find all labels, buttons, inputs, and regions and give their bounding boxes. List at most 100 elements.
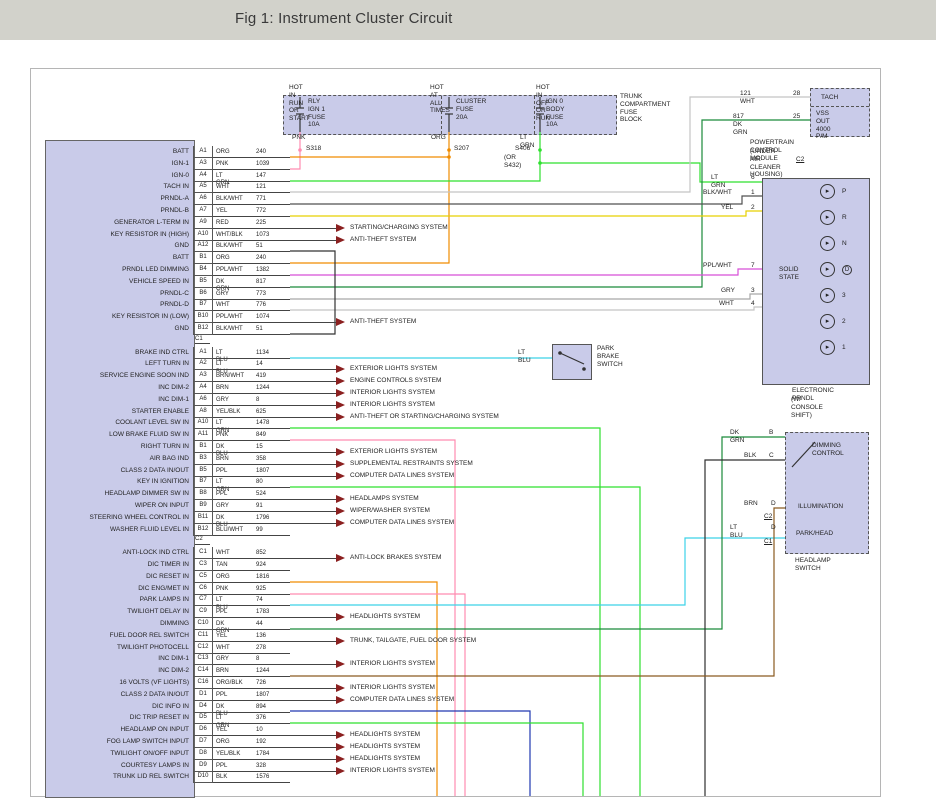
system-label: EXTERIOR LIGHTS SYSTEM — [350, 365, 438, 373]
fuse-divider — [534, 96, 535, 134]
connector-divider: C1 — [195, 336, 210, 344]
wire-color-label: BRN — [216, 455, 229, 462]
pin-function-label: WIPER ON INPUT — [134, 502, 189, 509]
wire-circuit-number: 51 — [256, 326, 263, 332]
pin-number: A11 — [193, 429, 213, 442]
pin-number: C14 — [193, 665, 213, 678]
wire-circuit-number: 44 — [256, 621, 263, 627]
wire-color-label: BLK/WHT — [216, 196, 243, 203]
wire-stub — [213, 440, 290, 442]
system-arrow-icon — [336, 613, 345, 622]
wire-color-label: BRN/WHT — [216, 373, 244, 380]
wire-stub — [213, 393, 336, 394]
trunk-fuse-block-box — [283, 95, 617, 135]
instrument-cluster-body — [45, 140, 195, 798]
system-label: COMPUTER DATA LINES SYSTEM — [350, 695, 455, 703]
wire-stub — [213, 735, 336, 737]
wire-circuit-number: 852 — [256, 550, 267, 557]
wire-circuit-number: 14 — [256, 361, 263, 368]
wire-color-label: BLK/WHT — [216, 243, 243, 250]
wire-color-label: BLU/WHT — [216, 526, 243, 533]
wire-stub — [213, 298, 290, 300]
wire-stub — [213, 334, 290, 335]
wire-circuit-number: 1382 — [256, 267, 270, 273]
prndl-pin-label: 6 — [751, 174, 755, 181]
wire-circuit-number: 240 — [256, 255, 267, 262]
wire-stub — [213, 534, 290, 536]
wire-color-label: LT GRN — [216, 479, 230, 493]
wire-stub — [213, 782, 290, 784]
wire-color-label: BRN — [216, 385, 229, 391]
system-label: WIPER/WASHER SYSTEM — [350, 507, 430, 514]
wire-stub — [213, 251, 290, 253]
prndl-caption: ELECTRONIC PRNDL — [792, 387, 834, 402]
system-label: ENGINE CONTROLS SYSTEM — [350, 377, 442, 385]
wire-color-label: YEL/BLK — [216, 750, 241, 757]
pin-number: A9 — [193, 216, 213, 229]
system-label: INTERIOR LIGHTS SYSTEM — [350, 400, 435, 408]
wire-label: 121 WHT — [740, 90, 755, 105]
wire-circuit-number: 1796 — [256, 514, 270, 521]
pin-function-label: FUEL DOOR REL SWITCH — [109, 631, 189, 639]
wire-stub — [213, 522, 336, 524]
pin-number: C9 — [193, 606, 213, 619]
wire-color-label: LT BLU — [216, 597, 228, 611]
wire-color-label: PNK — [216, 585, 229, 592]
wire-circuit-number: 358 — [256, 455, 267, 462]
pin-number: B7 — [193, 476, 213, 489]
pin-function-label: SERVICE ENGINE SOON IND — [99, 372, 189, 380]
prndl-pin-label: 7 — [751, 262, 755, 269]
fuse1-hot-label: HOT IN RUN OR START — [289, 84, 310, 123]
wire-circuit-number: 192 — [256, 739, 267, 745]
prndl-indicator-icon: ▸ — [820, 236, 835, 251]
pin-number: D7 — [193, 736, 213, 748]
fuse3-label: IGN 0 BODY FUSE 10A — [546, 98, 565, 129]
pin-number: A4 — [193, 169, 213, 182]
wire-stub — [213, 593, 290, 595]
wire-color-label: PNK — [216, 160, 229, 167]
system-label: ANTI-THEFT SYSTEM — [350, 235, 417, 243]
wire-stub — [213, 699, 336, 701]
pcm-caption2: (UNDER AIR CLEANER HOUSING) — [750, 148, 783, 179]
prndl-indicator-label: R — [842, 214, 847, 221]
pin-number: B3 — [193, 452, 213, 465]
wire-circuit-number: 225 — [256, 219, 267, 226]
splice-label: S318 — [306, 145, 322, 152]
wire-color-label: TAN — [216, 562, 228, 568]
pin-function-label: DIC TIMER IN — [147, 561, 189, 568]
wire-color-label: BLK/WHT — [216, 326, 243, 332]
wire-stub — [213, 511, 336, 512]
prndl-indicator-icon: ▸ — [820, 184, 835, 199]
wire-stub — [213, 723, 290, 725]
pin-function-label: TACH IN — [163, 183, 189, 191]
wire-circuit-number: 1807 — [256, 691, 270, 698]
pin-number: A5 — [193, 181, 213, 194]
pin-function-label: BATT — [172, 148, 189, 155]
fuse-block-label: TRUNK COMPARTMENT FUSE BLOCK — [620, 93, 671, 124]
system-label: TRUNK, TAILGATE, FUEL DOOR SYSTEM — [350, 636, 477, 644]
pin-function-label: LOW BRAKE FLUID SW IN — [109, 431, 189, 439]
headlamp-pin-label: D — [771, 500, 776, 507]
wire-color-label: LT GRN — [216, 715, 230, 729]
pin-function-label: LEFT TURN IN — [145, 360, 189, 368]
wire-color-label: LT GRN — [216, 420, 230, 434]
system-arrow-icon — [336, 495, 345, 504]
wire-stub — [213, 216, 290, 217]
pcm-pin-label: 25 — [793, 113, 801, 120]
wire-color-label: YEL — [216, 208, 228, 214]
pin-function-label: GND — [174, 325, 189, 332]
system-label: ANTI-LOCK BRAKES SYSTEM — [350, 554, 442, 562]
system-arrow-icon — [336, 554, 345, 563]
wire-circuit-number: 15 — [256, 444, 263, 450]
wire-label: LT BLU — [730, 524, 743, 539]
wire-stub — [213, 381, 336, 383]
wire-circuit-number: 726 — [256, 680, 267, 686]
system-arrow-icon — [336, 518, 345, 527]
wire-color-label: ORG — [216, 255, 230, 262]
wire-color-label: BLK — [216, 774, 228, 781]
wire-stub — [213, 664, 336, 666]
pcm-caption: POWERTRAIN CONTROL MODULE — [750, 139, 794, 162]
system-arrow-icon — [336, 389, 345, 397]
pin-number: A3 — [193, 157, 213, 170]
pin-number: D5 — [193, 712, 213, 725]
